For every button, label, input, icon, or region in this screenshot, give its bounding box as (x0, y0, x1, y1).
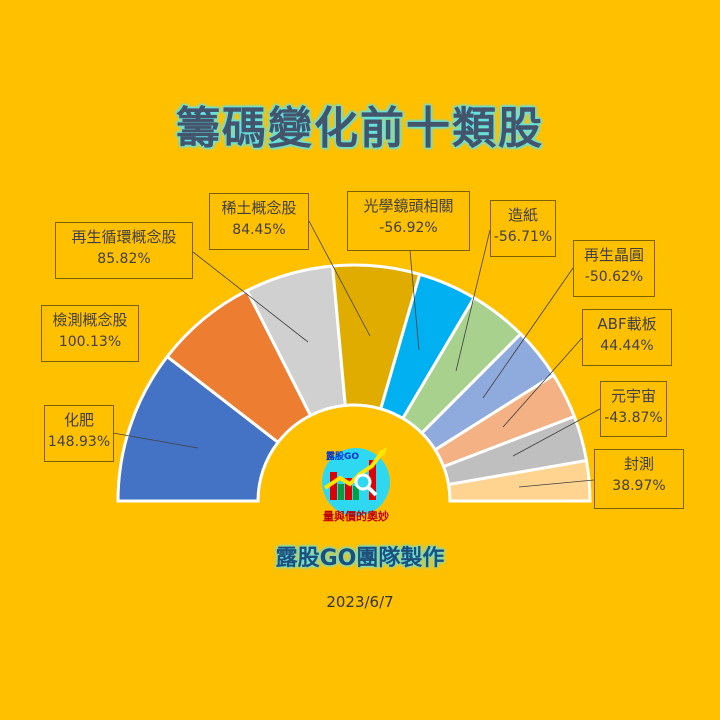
leader-line (482, 267, 574, 399)
credit-text: 露股GO團隊製作 (275, 546, 445, 571)
logo (322, 447, 390, 516)
leader-line (308, 220, 371, 337)
leader-line (455, 229, 491, 372)
logo-brand: 露股GO (326, 452, 360, 462)
label-fertilizer: 化肥 148.93% (44, 405, 114, 462)
label-optical-lens: 光學鏡頭相關 -56.92% (347, 191, 470, 251)
label-abf-substrate: ABF載板 44.44% (582, 309, 672, 366)
leader-line (502, 337, 583, 428)
label-paper: 造紙 -56.71% (490, 200, 556, 257)
date-text: 2023/6/7 (326, 593, 394, 611)
label-packaging-testing: 封測 38.97% (594, 449, 684, 509)
slice-0 (116, 354, 281, 503)
slice-9 (446, 458, 592, 503)
leader-line (512, 408, 601, 457)
magnifier-icon (354, 473, 372, 491)
leader-line (518, 479, 595, 488)
label-metaverse: 元宇宙 -43.87% (600, 381, 667, 437)
logo-tagline: 量與價的奧妙 (323, 510, 389, 523)
chart-title: 籌碼變化前十類股 (176, 103, 544, 154)
leader-line (192, 251, 309, 343)
leader-line (112, 432, 199, 449)
label-reclaimed-wafer: 再生晶圓 -50.62% (573, 240, 655, 297)
leader-line (409, 250, 420, 351)
label-recycling-concept: 再生循環概念股 85.82% (55, 222, 193, 279)
label-testing-concept: 檢測概念股 100.13% (41, 305, 139, 362)
label-rare-earth: 稀土概念股 84.45% (209, 193, 309, 250)
